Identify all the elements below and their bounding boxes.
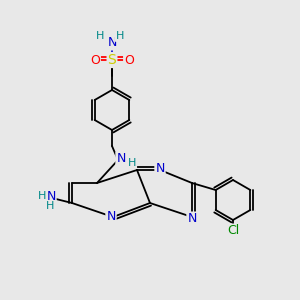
Text: N: N [187, 212, 197, 226]
Text: O: O [90, 53, 100, 67]
Text: H: H [116, 31, 124, 41]
Text: H: H [128, 158, 136, 168]
Text: H: H [96, 31, 104, 41]
Text: N: N [155, 161, 165, 175]
Text: H: H [46, 201, 54, 211]
Text: H: H [38, 191, 46, 201]
Text: Cl: Cl [227, 224, 239, 238]
Text: O: O [124, 53, 134, 67]
Text: N: N [107, 37, 117, 50]
Text: S: S [108, 53, 116, 67]
Text: N: N [106, 211, 116, 224]
Text: N: N [46, 190, 56, 202]
Text: N: N [116, 152, 126, 166]
